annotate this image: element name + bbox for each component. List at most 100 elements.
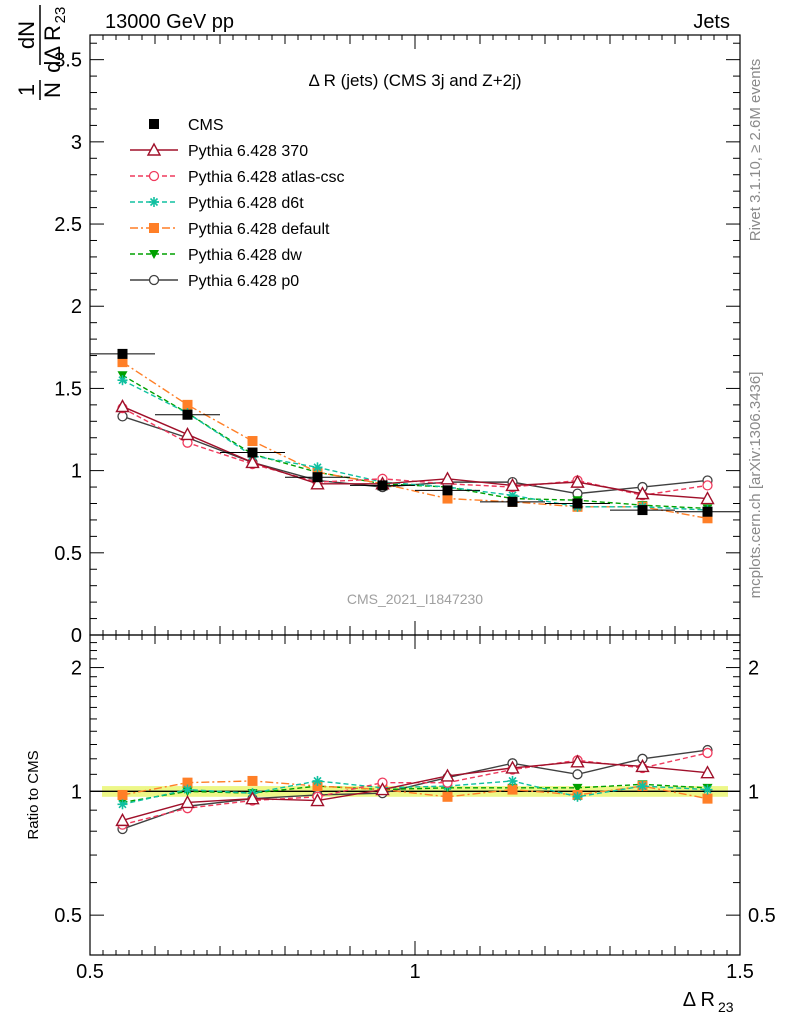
ratio-point-pythia-6-428-370: [115, 812, 130, 827]
legend-label: Pythia 6.428 d6t: [188, 195, 304, 212]
svg-text:Δ R: Δ R: [683, 989, 715, 1011]
ratio-point-pythia-6-428-default: [247, 775, 258, 786]
ratio-y-axis-label: Ratio to CMS: [25, 750, 42, 839]
ratio-point-pythia-6-428-370: [375, 782, 390, 796]
main-point-pythia-6-428-370: [505, 477, 520, 492]
ratio-point-pythia-6-428-atlas-csc: [702, 747, 713, 759]
rivet-version-label: Rivet 3.1.10, ≥ 2.6M events: [747, 59, 764, 242]
ratio-y-tick-label: 2: [71, 658, 82, 680]
main-y-tick-label: 1: [71, 461, 82, 483]
star-stroke: [703, 785, 712, 794]
ratio-series-pythia-6-428-370: [115, 754, 715, 827]
legend-label: Pythia 6.428 default: [188, 221, 330, 238]
main-y-tick-label: 0: [71, 625, 82, 647]
star-stroke: [118, 376, 127, 385]
ratio-point-pythia-6-428-default: [182, 777, 193, 788]
star-stroke: [313, 776, 322, 786]
ratio-point-pythia-6-428-default: [442, 791, 453, 802]
star-stroke: [183, 785, 192, 794]
ratio-point-pythia-6-428-370: [180, 794, 195, 809]
legend-entry-pythia-6-428-dw: Pythia 6.428 dw: [130, 247, 302, 264]
ratio-point-pythia-6-428-default: [312, 781, 323, 792]
legend-label: Pythia 6.428 370: [188, 143, 308, 160]
ratio-line-pythia-6-428-370: [122, 761, 708, 822]
main-series-pythia-6-428-370: [115, 399, 715, 505]
ratio-point-pythia-6-428-370: [635, 758, 650, 773]
ratio-point-pythia-6-428-dw: [572, 783, 583, 793]
star-stroke: [573, 792, 582, 801]
ratio-point-pythia-6-428-370: [570, 754, 585, 768]
ratio-line-pythia-6-428-d6t: [122, 780, 708, 805]
ratio-point-pythia-6-428-d6t: [117, 799, 128, 810]
x-tick-label: 1: [409, 961, 420, 983]
main-point-pythia-6-428-default: [442, 493, 453, 504]
ratio-series-layer: [115, 744, 715, 835]
main-y-tick-label: 3.5: [54, 50, 82, 72]
legend: CMS Pythia 6.428 370 Pythia 6.428 atlas-cs…: [130, 117, 345, 290]
main-point-pythia-6-428-370: [180, 426, 195, 441]
main-line-pythia-6-428-atlas-csc: [122, 407, 708, 496]
x-tick-label: 1.5: [726, 961, 754, 983]
legend-label: CMS: [188, 117, 224, 134]
legend-label: Pythia 6.428 atlas-csc: [188, 169, 345, 186]
ratio-point-pythia-6-428-370: [440, 768, 455, 782]
x-axis-label: Δ R 23: [683, 989, 734, 1015]
main-point-pythia-6-428-370: [440, 471, 455, 485]
main-point-pythia-6-428-default: [117, 357, 128, 368]
legend-entry-pythia-6-428-370: Pythia 6.428 370: [130, 142, 308, 160]
ratio-y-tick-label: 1: [71, 781, 82, 803]
legend-entry-pythia-6-428-p0: Pythia 6.428 p0: [130, 273, 299, 290]
ratio-point-pythia-6-428-370: [310, 793, 325, 807]
axis-ticks: [89, 35, 741, 956]
svg-text:23: 23: [718, 999, 734, 1015]
ratio-line-pythia-6-428-p0: [122, 749, 708, 830]
star-stroke: [638, 782, 647, 791]
legend-entry-pythia-6-428-default: Pythia 6.428 default: [130, 221, 330, 238]
ratio-point-pythia-6-428-370: [505, 760, 520, 774]
main-y-tick-label: 2.5: [54, 214, 82, 236]
legend-marker: [148, 170, 160, 182]
main-point-pythia-6-428-370: [115, 399, 130, 413]
header-left: 13000 GeV pp: [105, 11, 234, 33]
ratio-y-tick-label: 0.5: [54, 905, 82, 927]
star-stroke: [508, 776, 517, 786]
main-point-pythia-6-428-default: [182, 399, 193, 410]
star-stroke: [118, 800, 127, 809]
legend-marker: [146, 142, 162, 156]
mcplots-label: mcplots.cern.ch [arXiv:1306.3436]: [747, 372, 764, 599]
star-stroke: [313, 463, 322, 472]
main-point-pythia-6-428-370: [635, 486, 650, 500]
main-series-layer: [90, 348, 740, 524]
main-y-tick-label: 2: [71, 296, 82, 318]
ratio-point-pythia-6-428-default: [117, 789, 128, 800]
ratio-point-pythia-6-428-370: [245, 791, 260, 805]
main-line-pythia-6-428-d6t: [122, 379, 708, 511]
ratio-point-pythia-6-428-default: [507, 784, 518, 795]
ratio-point-pythia-6-428-d6t: [182, 784, 193, 795]
ratio-point-pythia-6-428-d6t: [572, 791, 583, 802]
ratio-line-pythia-6-428-default: [122, 780, 708, 800]
star-stroke: [149, 197, 159, 207]
main-point-pythia-6-428-d6t: [312, 462, 323, 473]
main-point-pythia-6-428-370: [245, 454, 260, 469]
ratio-point-pythia-6-428-370: [700, 765, 715, 779]
ratio-point-pythia-6-428-p0: [572, 769, 583, 780]
legend-marker: [149, 250, 159, 259]
ratio-y-tick-label-right: 1: [748, 781, 759, 803]
tick-labels: 0.5 1 1.5 0 0.5 1 1.5 2 2.5 3 3.5 0.5 0.5 1 1 2 2: [54, 50, 776, 983]
legend-marker: [149, 197, 159, 207]
legend-entry-cms: CMS: [149, 117, 224, 134]
legend-entry-pythia-6-428-d6t: Pythia 6.428 d6t: [130, 195, 304, 212]
main-point-pythia-6-428-default: [247, 436, 258, 447]
main-point-pythia-6-428-default: [702, 513, 713, 524]
legend-label: Pythia 6.428 dw: [188, 247, 302, 264]
x-tick-label: 0.5: [76, 961, 104, 983]
main-point-pythia-6-428-370: [310, 476, 325, 490]
main-y-tick-label: 1.5: [54, 378, 82, 400]
main-point-pythia-6-428-d6t: [117, 375, 128, 386]
ratio-point-pythia-6-428-d6t: [702, 784, 713, 795]
svg-text:N: N: [40, 82, 65, 98]
main-y-tick-label: 0.5: [54, 543, 82, 565]
chart-title: Δ R (jets) (CMS 3j and Z+2j): [308, 71, 521, 90]
